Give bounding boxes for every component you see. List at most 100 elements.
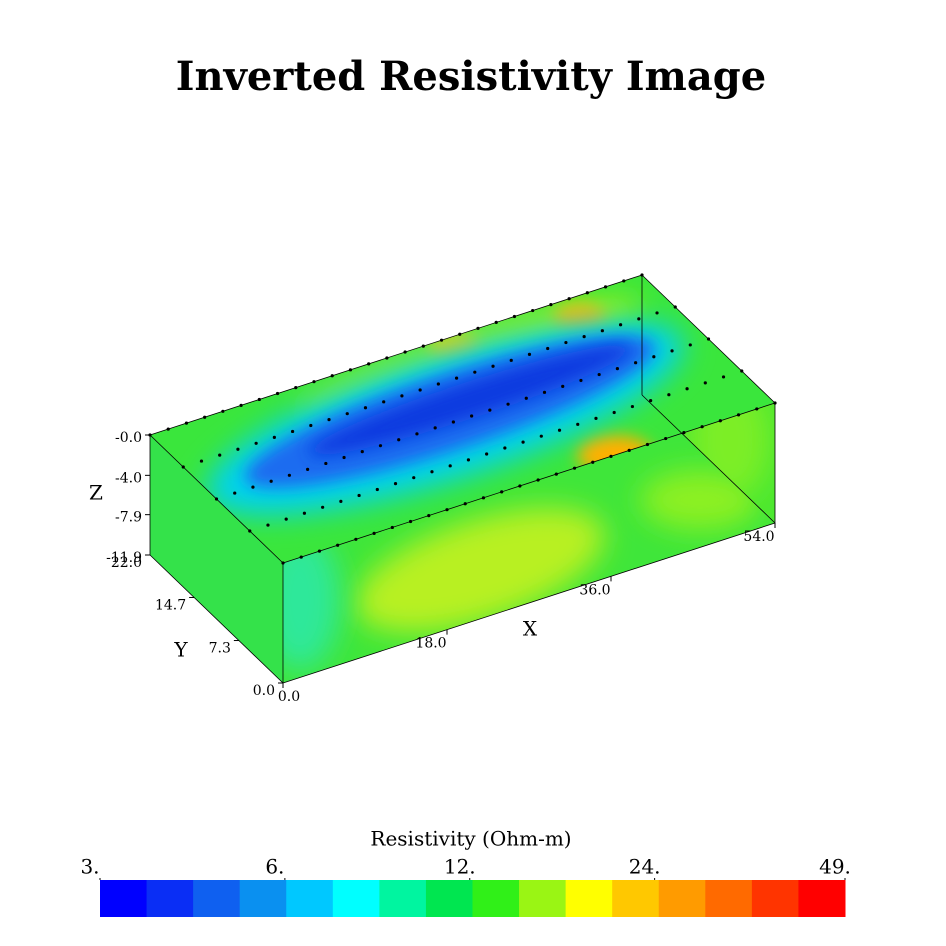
colorbar-segment [798, 880, 846, 917]
front-face [283, 403, 775, 683]
electrode [382, 400, 386, 404]
z-tick-label: -7.9 [115, 510, 142, 526]
electrode [597, 372, 601, 377]
electrode [393, 481, 398, 486]
electrode [524, 396, 528, 400]
shade [283, 530, 340, 670]
electrode [251, 485, 255, 489]
z-tick-label: -11.9 [106, 550, 142, 566]
colorbar-segment [379, 880, 427, 917]
electrode [503, 446, 507, 450]
y-tick-label: 0.0 [253, 683, 275, 699]
electrode [451, 420, 455, 424]
electrode [688, 343, 692, 347]
colorbar-label: Resistivity (Ohm-m) [370, 827, 571, 851]
electrode [284, 517, 288, 521]
electrode [630, 404, 635, 409]
electrode [378, 444, 383, 448]
electrode [342, 455, 346, 460]
electrode [649, 399, 653, 403]
y-tick-label: 14.7 [155, 597, 186, 613]
electrode [615, 367, 619, 371]
colorbar-segment [100, 880, 148, 917]
electrode [454, 376, 459, 380]
colorbar-segment [425, 880, 473, 917]
box-edge [282, 522, 776, 684]
electrode [254, 441, 258, 445]
electrode [634, 361, 638, 365]
colorbar-tick-label: 3. [80, 855, 99, 879]
electrode [199, 459, 204, 463]
colorbar-tick-label: 12. [444, 855, 476, 879]
electrode [539, 434, 543, 438]
electrode [506, 402, 510, 406]
electrode [637, 317, 641, 321]
z-tick-label: -4.0 [115, 470, 142, 486]
y-tick-label: 22.0 [111, 555, 142, 571]
box-edge [149, 554, 284, 684]
colorbar-segment [239, 880, 287, 917]
colorbar-segment [751, 880, 799, 917]
electrode [321, 505, 325, 509]
electrode [594, 416, 598, 421]
electrode [412, 476, 416, 480]
electrode [488, 408, 492, 412]
left-face [150, 435, 283, 683]
electrode [218, 453, 222, 457]
box-edge [149, 274, 643, 436]
colorbar-segment [519, 880, 567, 917]
colorbar-tick-label: 24. [629, 855, 661, 879]
electrode [327, 417, 331, 422]
electrode [470, 414, 474, 418]
volume-block [148, 273, 777, 684]
electrode [266, 523, 270, 527]
electrode [703, 381, 707, 385]
box-edge [641, 274, 776, 404]
colorbar-segment [286, 880, 334, 917]
z-axis-label: Z [89, 481, 103, 505]
electrode [685, 387, 689, 391]
electrode [491, 364, 495, 368]
electrode [324, 461, 328, 466]
electrode [579, 378, 583, 383]
electrode [527, 352, 532, 357]
electrode [485, 452, 489, 456]
electrode [397, 438, 401, 442]
shade [640, 470, 760, 530]
electrode [400, 394, 404, 398]
electrode [652, 355, 656, 359]
x-tick-label: 54.0 [743, 529, 774, 545]
electrode [557, 428, 562, 432]
colorbar-segment [193, 880, 241, 917]
chart-title: Inverted Resistivity Image [176, 53, 766, 100]
electrode [473, 370, 477, 374]
electrode [600, 329, 604, 333]
electrode [655, 311, 659, 315]
electrode [466, 458, 471, 462]
electrode [287, 473, 291, 477]
colorbar-segment [472, 880, 520, 917]
electrode [290, 429, 295, 434]
electrode [357, 493, 361, 498]
electrode [542, 390, 547, 394]
electrode [339, 499, 343, 503]
z-tick-label: -0.0 [115, 430, 142, 446]
shade [355, 507, 605, 633]
electrode [582, 335, 586, 339]
electrode [433, 426, 437, 430]
electrode [269, 479, 273, 483]
shade [308, 344, 632, 456]
colorbar-segment [612, 880, 660, 917]
x-tick-label: 18.0 [415, 636, 446, 652]
electrode [509, 358, 513, 362]
electrode [612, 410, 616, 415]
colorbar-segment [565, 880, 613, 917]
electrode [415, 432, 419, 436]
box-edge [149, 434, 284, 564]
colorbar-tick-label: 6. [265, 855, 284, 879]
colorbar-segment [332, 880, 380, 917]
y-axis-label: Y [173, 638, 188, 662]
electrode [576, 422, 580, 426]
electrode [309, 423, 313, 428]
